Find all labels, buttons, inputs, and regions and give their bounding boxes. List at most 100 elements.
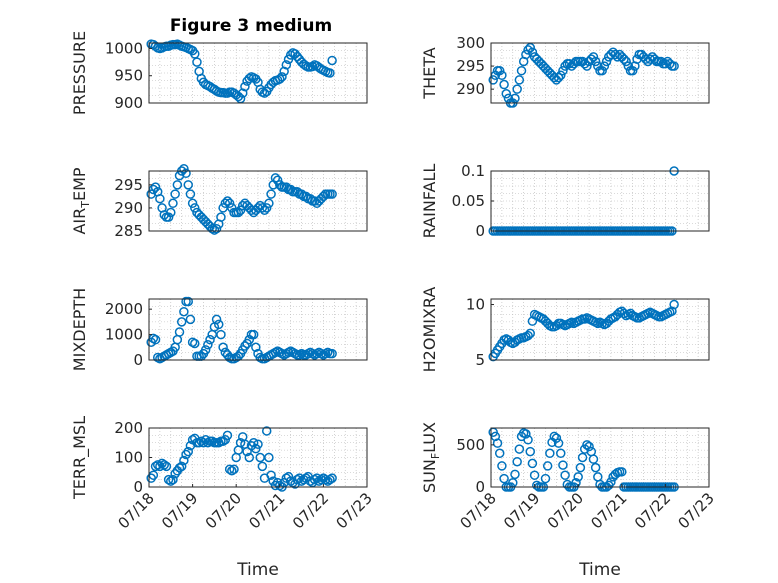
data-point <box>174 327 185 337</box>
data-point <box>610 49 621 60</box>
y-axis-label: RAINFALL <box>420 164 439 239</box>
data-point <box>227 466 237 476</box>
data-point <box>190 338 200 349</box>
data-point <box>166 476 176 486</box>
data-point <box>220 198 231 209</box>
data-point <box>325 68 335 78</box>
x-tick-label: 07/21 <box>587 489 630 532</box>
data-point <box>292 474 302 485</box>
data-point <box>251 342 261 353</box>
data-point <box>211 314 222 325</box>
data-point <box>266 189 276 199</box>
axes-box <box>148 298 368 361</box>
data-point <box>229 464 239 475</box>
data-point <box>575 462 586 473</box>
data-point <box>216 212 226 222</box>
data-point <box>155 193 165 204</box>
data-point <box>523 330 533 341</box>
data-point <box>172 180 183 190</box>
data-point <box>209 225 220 235</box>
y-tick-label: 295 <box>456 57 485 75</box>
data-point <box>174 170 185 181</box>
y-tick-label: 2000 <box>105 300 143 318</box>
panel-rainfall: 0 0.05 0.1 RAINFALL <box>420 162 710 240</box>
panel-air_temp: 285 290 295 AIRTEMP <box>70 163 368 240</box>
data-point <box>549 431 559 442</box>
data-point <box>494 448 505 459</box>
y-tick-label: 200 <box>114 419 143 437</box>
y-tick-label: 950 <box>114 67 143 85</box>
data-point <box>542 461 553 471</box>
data-point <box>242 446 252 457</box>
data-point <box>606 477 616 487</box>
data-point <box>558 460 568 470</box>
x-axis-label: Time <box>236 560 279 580</box>
data-point <box>183 446 193 457</box>
data-point <box>309 196 320 206</box>
data-point <box>645 54 655 64</box>
data-point <box>525 446 535 457</box>
data-point <box>597 65 607 76</box>
data-point <box>573 472 583 482</box>
axes-box <box>490 427 710 488</box>
y-axis-label: PRESSURE <box>70 31 89 115</box>
data-point <box>599 61 610 71</box>
data-point <box>501 89 512 99</box>
axes-box <box>148 170 368 232</box>
data-point <box>275 74 285 84</box>
data-point <box>268 476 279 486</box>
y-tick-label: 900 <box>114 94 143 112</box>
data-point <box>237 88 248 98</box>
data-point <box>621 56 631 67</box>
data-point <box>259 205 270 215</box>
y-axis-label: TERR_MSL <box>70 416 90 500</box>
axes-box <box>148 42 368 104</box>
data-point <box>497 70 507 81</box>
data-point <box>582 61 592 71</box>
data-point <box>527 458 538 469</box>
data-point <box>627 65 638 76</box>
data-point <box>327 348 337 359</box>
data-point <box>327 189 337 199</box>
data-point <box>244 73 255 84</box>
panel-h2omixra: 5 10 H2OMIXRA <box>420 287 710 372</box>
data-point <box>168 198 178 209</box>
data-point <box>190 203 200 213</box>
data-point <box>549 72 559 83</box>
y-tick-label: 10 <box>466 296 485 314</box>
data-point <box>163 212 174 222</box>
data-point <box>588 454 599 464</box>
data-point <box>216 329 226 340</box>
data-point <box>556 448 566 459</box>
data-point <box>183 296 193 307</box>
data-point <box>590 462 601 473</box>
data-point <box>660 59 671 69</box>
data-point <box>240 341 250 351</box>
data-point <box>584 441 594 452</box>
data-point <box>161 461 172 472</box>
y-tick-label: 1000 <box>105 326 143 344</box>
data-point <box>667 306 677 316</box>
data-point <box>545 448 555 459</box>
data-point <box>207 223 217 234</box>
data-point <box>499 79 509 90</box>
data-point <box>564 59 575 69</box>
y-axis-label-subscript: T <box>79 201 92 209</box>
data-point <box>257 461 268 472</box>
data-point <box>222 196 233 206</box>
data-point <box>307 61 318 72</box>
y-tick-label: 500 <box>456 436 485 454</box>
axes-box <box>490 298 710 361</box>
data-point <box>176 317 187 327</box>
data-point <box>163 474 174 485</box>
data-point <box>617 467 627 477</box>
data-point <box>553 72 564 83</box>
data-point <box>556 70 566 81</box>
data-point <box>233 207 244 218</box>
data-point <box>248 438 259 448</box>
data-point <box>510 469 520 480</box>
data-point <box>179 306 189 317</box>
data-point <box>525 328 535 339</box>
